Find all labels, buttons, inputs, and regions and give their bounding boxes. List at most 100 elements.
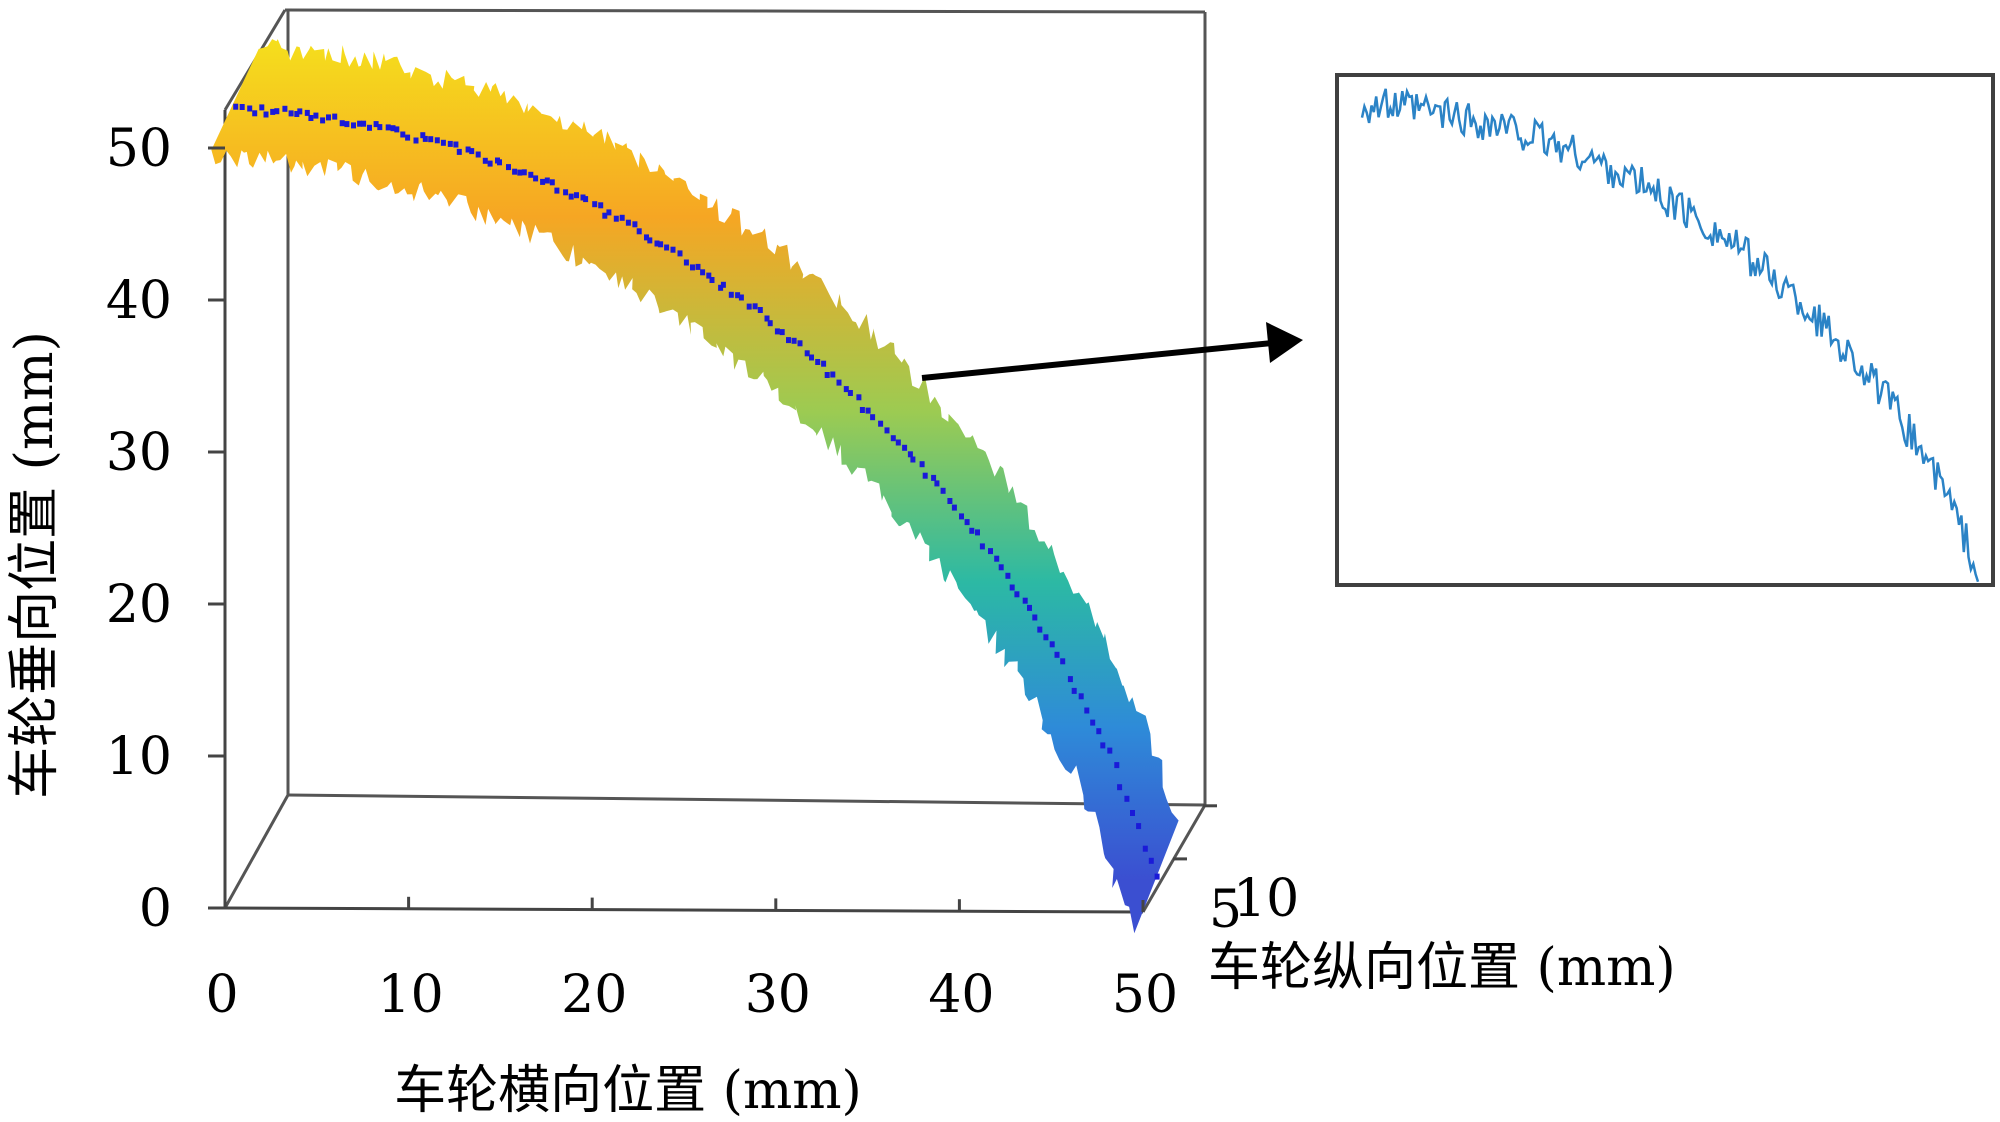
profile-point: [902, 444, 908, 451]
profile-point: [738, 294, 744, 301]
profile-point: [1084, 707, 1090, 714]
profile-point: [836, 379, 842, 386]
box-edge-floor-back: [287, 793, 1206, 807]
profile-point: [677, 250, 683, 257]
profile-point: [512, 168, 518, 175]
profile-point: [728, 291, 734, 298]
profile-point: [1067, 676, 1073, 683]
profile-point: [907, 451, 913, 458]
profile-point: [313, 112, 319, 119]
inset-profile-line: [1360, 87, 1980, 583]
profile-point: [247, 105, 253, 112]
profile-point: [804, 350, 810, 357]
x-tick-label: 0: [205, 965, 238, 1025]
x-tick-label: 10: [378, 965, 444, 1025]
profile-point: [809, 354, 814, 361]
profile-point: [856, 394, 862, 401]
profile-point: [456, 148, 462, 155]
profile-point: [592, 201, 598, 208]
profile-point: [1060, 658, 1066, 665]
profile-point: [700, 269, 706, 276]
profile-point: [405, 134, 411, 141]
profile-point: [563, 189, 569, 196]
profile-point: [1078, 693, 1084, 700]
profile-point: [270, 108, 276, 115]
box-edge-top-back: [284, 8, 1206, 14]
profile-point: [931, 474, 937, 481]
profile-point: [919, 461, 925, 468]
profile-point: [533, 175, 539, 182]
profile-point: [574, 192, 579, 199]
profile-point: [910, 456, 916, 463]
profile-point: [367, 124, 372, 131]
profile-point: [786, 337, 791, 344]
x-tick-label: 50: [1112, 965, 1178, 1025]
profile-point: [940, 487, 946, 494]
profile-point: [475, 151, 481, 158]
profile-point: [326, 114, 331, 121]
inset-series-line: [1360, 87, 1980, 583]
profile-point: [859, 407, 865, 413]
profile-point: [351, 122, 356, 129]
profile-point: [394, 126, 400, 133]
profile-point: [670, 246, 676, 253]
y-tick-label: 5: [1209, 880, 1242, 940]
profile-point: [521, 169, 527, 176]
profile-point: [361, 120, 367, 127]
box-edge-floor-left: [223, 794, 290, 909]
profile-point: [544, 177, 550, 184]
profile-point: [506, 164, 511, 171]
profile-point: [998, 564, 1004, 571]
profile-point: [1142, 845, 1148, 852]
profile-point: [320, 117, 326, 124]
profile-point: [252, 110, 258, 117]
profile-point: [517, 169, 523, 176]
y-axis-title: 车轮纵向位置 (mm): [1208, 938, 1676, 998]
profile-point: [959, 513, 964, 520]
profile-point: [636, 228, 642, 235]
profile-point: [878, 420, 884, 427]
profile-point: [695, 263, 701, 270]
profile-point: [1090, 719, 1096, 726]
profile-point: [709, 277, 715, 283]
profile-point: [239, 104, 245, 110]
profile-point: [979, 543, 985, 550]
profile-point: [1114, 762, 1120, 769]
profile-point: [1100, 742, 1106, 749]
profile-point: [583, 196, 589, 203]
profile-point: [602, 212, 608, 219]
z-tick-label: 10: [106, 727, 172, 787]
profile-point: [1009, 584, 1015, 591]
x-tick-label: 20: [561, 965, 627, 1025]
profile-point: [487, 160, 493, 167]
profile-point: [895, 439, 901, 446]
inset-frame: [1335, 73, 1995, 587]
profile-point: [951, 504, 957, 511]
profile-point: [422, 135, 428, 142]
profile-point: [1136, 823, 1142, 830]
profile-point: [658, 241, 664, 248]
profile-point: [598, 202, 604, 209]
profile-point: [304, 109, 310, 116]
profile-point: [1014, 591, 1020, 598]
profile-point: [1005, 572, 1011, 579]
profile-point: [683, 259, 689, 266]
profile-point: [288, 110, 294, 117]
profile-point: [934, 480, 940, 487]
profile-point: [830, 371, 836, 378]
profile-point: [1027, 604, 1032, 611]
profile-point: [420, 132, 426, 139]
profile-point: [797, 340, 803, 347]
profile-point: [400, 131, 406, 138]
profile-point: [1107, 747, 1113, 754]
surface-band: [211, 39, 1179, 934]
z-tick-label: 50: [106, 119, 172, 179]
profile-point: [815, 359, 821, 365]
profile-point: [847, 390, 853, 396]
profile-point: [752, 303, 758, 310]
profile-point: [720, 281, 726, 288]
profile-point: [1037, 626, 1043, 633]
profile-point: [294, 111, 300, 117]
